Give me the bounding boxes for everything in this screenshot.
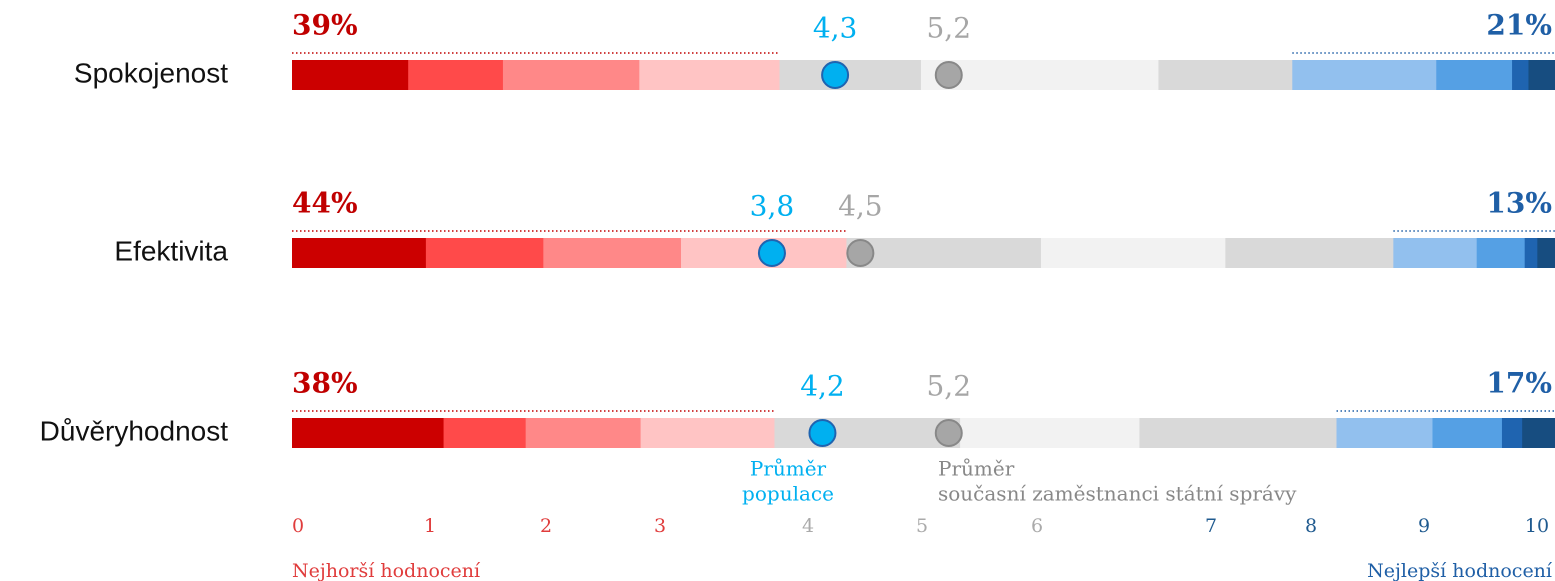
bar-segment (1528, 60, 1555, 90)
high-share-label: 13% (1486, 187, 1552, 220)
bar-segment (1225, 238, 1394, 268)
legend-civil-servants: současní zaměstnanci státní správy (938, 482, 1297, 506)
bar-segment (292, 60, 409, 90)
legend-population: populace (742, 482, 834, 506)
bar-segment (1432, 418, 1503, 448)
bar-segment (1436, 60, 1513, 90)
mean-label: 5,2 (926, 370, 971, 403)
mean-marker (757, 239, 786, 267)
x-tick-label: 2 (540, 515, 552, 537)
category-label: Spokojenost (74, 57, 228, 88)
category-label: Efektivita (114, 235, 228, 266)
left-end-label: Nejhorší hodnocení (292, 560, 481, 581)
mean-label: 5,2 (926, 12, 971, 45)
x-tick-label: 8 (1305, 515, 1317, 537)
mean-label: 3,8 (750, 190, 795, 223)
bar-segment (960, 418, 1140, 448)
bar-segment (443, 418, 527, 448)
x-tick-label: 7 (1205, 515, 1217, 537)
x-tick-label: 4 (802, 515, 814, 537)
bar-segment (639, 60, 781, 90)
bar-segment (1040, 238, 1226, 268)
bar-segment (1336, 418, 1433, 448)
mean-label: 4,5 (838, 190, 883, 223)
bar-segment (408, 60, 504, 90)
x-tick-label: 1 (424, 515, 436, 537)
mean-marker (808, 419, 837, 447)
mean-marker (846, 239, 875, 267)
bar-segment (1537, 238, 1555, 268)
low-share-label: 38% (292, 367, 358, 400)
bar-segment (525, 418, 642, 448)
bar-segment (1292, 60, 1437, 90)
x-tick-label: 5 (916, 515, 928, 537)
mean-label: 4,3 (813, 12, 858, 45)
x-tick-label: 10 (1525, 515, 1549, 537)
bar-segment (846, 238, 1042, 268)
high-share-label: 21% (1486, 9, 1552, 42)
bar-segment (1393, 238, 1478, 268)
right-end-label: Nejlepší hodnocení (1367, 560, 1553, 581)
category-label: Důvěryhodnost (40, 415, 229, 446)
mean-marker (934, 61, 963, 89)
bar-segment (1139, 418, 1338, 448)
low-share-label: 44% (292, 187, 358, 220)
bar-segment (1476, 238, 1526, 268)
mean-label: 4,2 (800, 370, 845, 403)
bar-segment (779, 60, 922, 90)
legend-population: Průměr (750, 457, 827, 481)
bar-segment (1524, 238, 1538, 268)
x-tick-label: 9 (1418, 515, 1430, 537)
mean-marker (934, 419, 963, 447)
legend-civil-servants: Průměr (938, 457, 1015, 481)
bar-segment (1158, 60, 1293, 90)
mean-marker (821, 61, 850, 89)
bar-segment (1522, 418, 1555, 448)
bar-segment (292, 238, 427, 268)
x-tick-label: 6 (1031, 515, 1043, 537)
bar-segment (502, 60, 640, 90)
high-share-label: 17% (1486, 367, 1552, 400)
bar-segment (543, 238, 682, 268)
bar-segment (425, 238, 544, 268)
x-tick-label: 0 (292, 515, 304, 537)
low-share-label: 39% (292, 9, 358, 42)
bar-segment (774, 418, 961, 448)
x-tick-label: 3 (654, 515, 666, 537)
bar-segment (292, 418, 445, 448)
bar-segment (640, 418, 775, 448)
bar-segment (1512, 60, 1529, 90)
bar-segment (1501, 418, 1523, 448)
